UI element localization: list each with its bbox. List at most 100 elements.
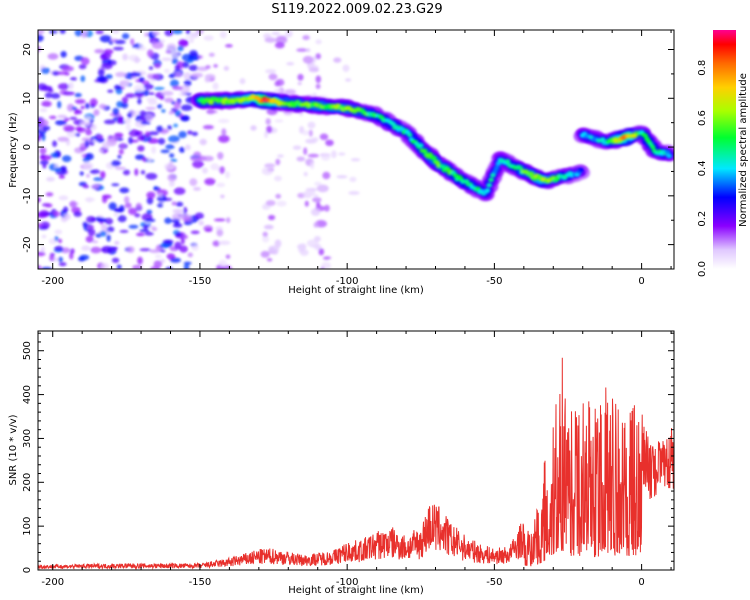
noise-speckle bbox=[134, 168, 139, 176]
signal-ridge bbox=[190, 91, 674, 202]
noise-speckle bbox=[225, 44, 233, 48]
noise-speckle bbox=[171, 218, 180, 223]
noise-speckle bbox=[350, 158, 361, 162]
noise-speckle bbox=[140, 121, 151, 125]
noise-speckle bbox=[147, 157, 152, 163]
noise-speckle bbox=[79, 254, 90, 261]
noise-speckle bbox=[119, 205, 125, 212]
noise-speckle bbox=[135, 114, 142, 123]
noise-speckle bbox=[183, 263, 190, 269]
noise-speckle bbox=[93, 109, 100, 116]
ridge-cell bbox=[666, 153, 673, 159]
noise-speckle bbox=[81, 137, 92, 142]
noise-speckle bbox=[74, 30, 83, 37]
noise-speckle bbox=[145, 131, 150, 138]
noise-speckle bbox=[63, 206, 69, 213]
snr-x-tick-label: -50 bbox=[486, 577, 502, 588]
colorbar: 0.0 0.2 0.4 0.6 0.8 Normalized spectral ampl… bbox=[697, 30, 749, 277]
noise-speckle bbox=[192, 160, 204, 169]
noise-speckle bbox=[102, 196, 108, 204]
noise-speckle bbox=[212, 240, 220, 247]
snr-series-line bbox=[37, 357, 675, 570]
noise-speckle bbox=[188, 56, 199, 61]
noise-speckle bbox=[41, 67, 51, 74]
noise-speckle bbox=[129, 72, 142, 77]
noise-speckle bbox=[111, 183, 120, 187]
noise-speckle bbox=[221, 128, 227, 136]
ridge-cell bbox=[486, 183, 493, 188]
noise-speckle bbox=[151, 227, 158, 232]
noise-speckle bbox=[45, 192, 54, 197]
noise-speckle bbox=[297, 73, 304, 81]
noise-speckle bbox=[61, 155, 72, 163]
noise-speckle bbox=[146, 97, 157, 102]
noise-speckle bbox=[305, 187, 318, 192]
noise-speckle bbox=[128, 224, 139, 229]
noise-speckle bbox=[322, 171, 331, 180]
noise-speckle bbox=[134, 213, 141, 218]
page-title: S119.2022.009.02.23.G29 bbox=[271, 2, 443, 17]
noise-speckle bbox=[161, 57, 172, 61]
noise-speckle bbox=[53, 211, 60, 217]
noise-speckle bbox=[57, 71, 68, 75]
noise-speckle bbox=[87, 228, 96, 237]
noise-speckle bbox=[121, 96, 129, 103]
noise-speckle bbox=[277, 154, 284, 158]
noise-speckle bbox=[143, 83, 154, 90]
noise-speckle bbox=[193, 187, 201, 191]
noise-speckle bbox=[152, 31, 160, 36]
noise-speckle bbox=[331, 150, 337, 159]
noise-speckle bbox=[38, 251, 46, 257]
ridge-cell bbox=[664, 149, 671, 155]
noise-speckle bbox=[139, 229, 150, 233]
noise-speckle bbox=[124, 196, 130, 204]
spectrogram-y-tick-label: 0 bbox=[22, 144, 33, 150]
ridge-cell bbox=[484, 188, 491, 193]
noise-speckle bbox=[49, 255, 55, 261]
noise-speckle bbox=[40, 246, 45, 253]
noise-speckle bbox=[208, 52, 215, 57]
noise-speckle bbox=[107, 89, 114, 93]
noise-speckle bbox=[205, 65, 211, 69]
noise-speckle bbox=[219, 166, 225, 174]
noise-speckle bbox=[124, 118, 132, 124]
noise-speckle bbox=[302, 130, 309, 136]
noise-speckle bbox=[190, 230, 200, 235]
noise-speckle bbox=[239, 78, 246, 85]
noise-speckle bbox=[84, 116, 92, 121]
noise-speckle bbox=[69, 116, 78, 120]
noise-speckle bbox=[266, 258, 273, 262]
noise-speckle bbox=[321, 153, 331, 161]
noise-speckle bbox=[274, 119, 284, 123]
noise-speckle bbox=[204, 76, 211, 83]
noise-speckle bbox=[182, 61, 189, 68]
ridge-layer bbox=[197, 94, 673, 196]
noise-speckle bbox=[139, 110, 147, 117]
noise-speckle bbox=[223, 66, 230, 71]
noise-speckle bbox=[183, 235, 188, 239]
noise-speckle bbox=[342, 64, 350, 73]
noise-speckle bbox=[57, 238, 63, 244]
spectrogram-y-tick-label: -20 bbox=[22, 236, 33, 252]
colorbar-tick-label: 0.2 bbox=[697, 211, 708, 227]
noise-speckle bbox=[177, 45, 184, 52]
noise-speckle bbox=[66, 103, 75, 112]
noise-speckle bbox=[319, 133, 329, 141]
noise-speckle bbox=[125, 93, 136, 98]
noise-speckle bbox=[39, 147, 47, 155]
noise-speckle bbox=[66, 130, 77, 138]
ridge-cell bbox=[417, 143, 424, 148]
noise-speckle bbox=[160, 149, 170, 154]
noise-speckle bbox=[315, 39, 322, 45]
noise-speckle bbox=[124, 202, 132, 209]
noise-speckle bbox=[308, 129, 313, 137]
noise-speckle bbox=[194, 212, 204, 220]
spectrogram-x-tick-label: -150 bbox=[189, 276, 212, 287]
noise-speckle bbox=[165, 50, 172, 54]
noise-speckle bbox=[171, 201, 177, 206]
noise-speckle bbox=[204, 228, 213, 232]
noise-speckle bbox=[80, 75, 86, 82]
noise-speckle bbox=[250, 125, 257, 131]
snr-y-tick-label: 300 bbox=[22, 429, 33, 448]
